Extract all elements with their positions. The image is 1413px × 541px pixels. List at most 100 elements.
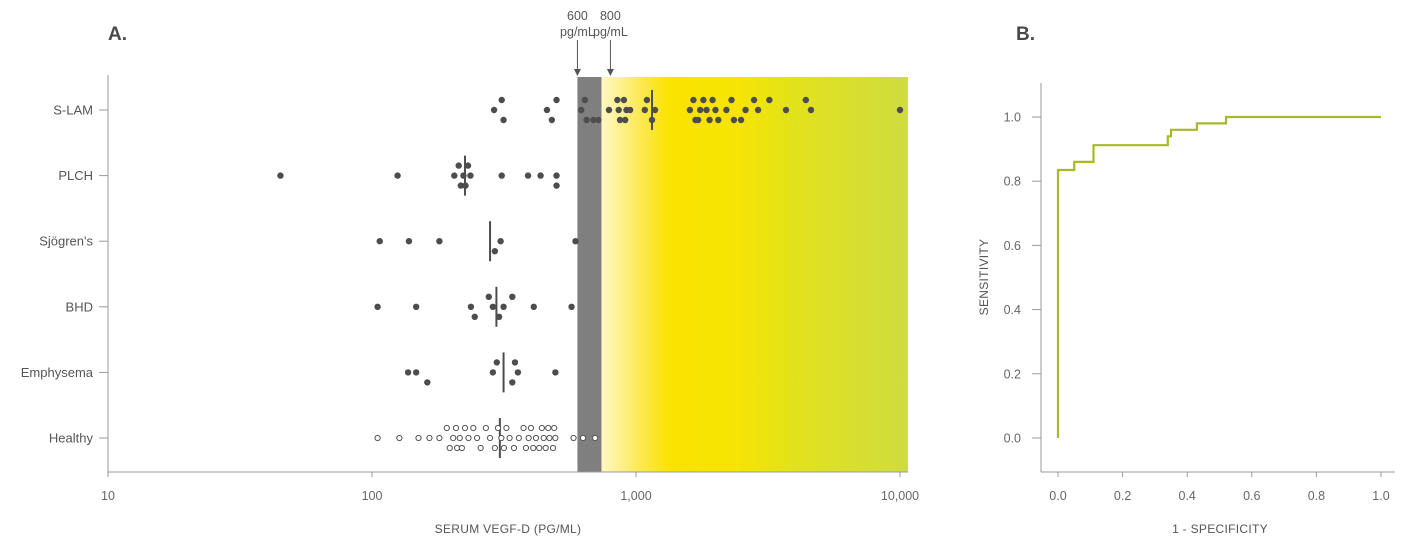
data-point-healthy <box>461 424 469 432</box>
data-point-healthy <box>540 434 547 442</box>
data-point-healthy <box>458 444 465 452</box>
data-point-s-lam <box>715 116 722 124</box>
data-point-healthy <box>510 444 518 452</box>
data-point-healthy <box>473 434 481 442</box>
data-point-emphysema <box>493 359 501 366</box>
data-point-healthy <box>415 434 422 442</box>
data-point-s-lam <box>643 96 651 104</box>
cutoff-arrowhead <box>573 69 581 76</box>
data-point-sj-gren-s <box>376 238 383 245</box>
data-point-plch <box>277 172 284 179</box>
data-point-plch <box>467 172 474 179</box>
panel-a-letter: A. <box>108 24 127 45</box>
data-point-s-lam <box>712 106 719 114</box>
data-point-plch <box>460 172 467 179</box>
data-point-healthy <box>530 444 537 452</box>
data-point-s-lam <box>694 116 702 124</box>
data-point-healthy <box>551 424 558 432</box>
data-point-plch <box>455 162 462 169</box>
data-point-plch <box>553 182 560 189</box>
data-point-healthy <box>500 444 508 452</box>
data-point-emphysema <box>489 369 497 376</box>
data-point-s-lam <box>595 116 602 124</box>
data-point-healthy <box>546 434 553 442</box>
data-point-healthy <box>450 434 457 442</box>
data-point-plch <box>498 172 505 179</box>
data-point-healthy <box>525 434 532 442</box>
data-point-s-lam <box>686 106 694 114</box>
data-point-healthy <box>486 434 494 442</box>
category-label-emphysema: Emphysema <box>21 365 94 380</box>
data-point-healthy <box>426 434 433 442</box>
data-point-healthy <box>436 434 443 442</box>
data-point-s-lam <box>754 106 762 114</box>
data-point-healthy <box>520 424 527 432</box>
data-point-s-lam <box>581 96 589 104</box>
data-point-s-lam <box>728 96 735 104</box>
data-point-healthy <box>452 424 460 432</box>
x-tick-label: 0.4 <box>1179 489 1196 503</box>
data-point-s-lam <box>490 106 498 114</box>
data-point-healthy <box>536 444 543 452</box>
panel-b-x-ticks: 0.0 0.2 0.4 0.6 0.8 1.0 <box>1049 472 1390 503</box>
panel-a-axes <box>107 75 908 473</box>
data-point-bhd <box>495 313 503 320</box>
y-tick-label: 0.4 <box>1004 303 1021 317</box>
data-point-s-lam <box>498 96 505 104</box>
data-point-healthy <box>506 434 513 442</box>
data-point-emphysema <box>514 369 522 376</box>
data-point-emphysema <box>552 369 559 376</box>
data-point-healthy <box>538 424 545 432</box>
x-tick-label: 0.8 <box>1308 489 1325 503</box>
data-point-emphysema <box>511 359 519 366</box>
x-tick-label: 1.0 <box>1372 489 1389 503</box>
panel-a-categories: S-LAM PLCH Sjögren's BHD Emphysema Healthy <box>21 103 108 446</box>
data-point-plch <box>394 172 401 179</box>
data-point-s-lam <box>651 106 659 114</box>
data-point-healthy <box>482 424 489 432</box>
data-point-bhd <box>467 303 475 310</box>
cutoff-label-unit: pg/mL <box>560 25 595 39</box>
x-tick-label: 10 <box>101 489 115 503</box>
data-point-sj-gren-s <box>572 238 579 245</box>
data-point-sj-gren-s <box>497 238 504 245</box>
data-point-bhd <box>500 303 507 310</box>
data-point-s-lam <box>621 116 629 124</box>
category-label-bhd: BHD <box>66 299 93 314</box>
y-tick-label: 0.6 <box>1004 239 1021 253</box>
data-point-bhd <box>530 303 537 310</box>
y-tick-label: 0.8 <box>1004 175 1021 189</box>
data-point-healthy <box>494 424 502 432</box>
cutoff-label-value: 600 <box>567 9 588 23</box>
data-point-s-lam <box>641 106 649 114</box>
cutoff-label-unit: pg/mL <box>593 25 628 39</box>
data-point-healthy <box>477 444 484 452</box>
data-point-s-lam <box>750 96 758 104</box>
data-point-s-lam <box>615 106 622 114</box>
data-point-s-lam <box>590 116 597 124</box>
data-point-s-lam <box>766 96 773 104</box>
x-tick-label: 0.0 <box>1049 489 1066 503</box>
data-point-s-lam <box>614 96 621 104</box>
roc-curve <box>1056 115 1381 438</box>
panel-b: B. 0.0 0.2 0.4 0.6 0.8 1.0 0.0 0.2 0.4 0.6 0.8 1.0… <box>977 24 1395 536</box>
data-point-s-lam <box>896 106 904 114</box>
panel-b-x-axis-title: 1 - SPECIFICITY <box>1172 522 1268 536</box>
data-point-s-lam <box>709 96 716 104</box>
category-label-sj-gren-s: Sjögren's <box>39 234 93 249</box>
data-point-plch <box>457 182 465 189</box>
category-label-healthy: Healthy <box>49 431 94 446</box>
data-point-s-lam <box>737 116 745 124</box>
data-point-bhd <box>485 293 493 300</box>
data-point-s-lam <box>807 106 815 114</box>
data-point-plch <box>537 172 544 179</box>
panel-b-axes <box>1040 83 1395 473</box>
panel-b-y-axis-title: SENSITIVITY <box>977 239 991 316</box>
cutoff-gray-band <box>577 77 602 472</box>
data-point-s-lam <box>605 106 613 114</box>
cutoff-arrowhead <box>606 69 614 76</box>
category-label-s-lam: S-LAM <box>53 103 93 118</box>
panel-b-y-ticks: 0.0 0.2 0.4 0.6 0.8 1.0 <box>1004 111 1041 446</box>
data-point-s-lam <box>782 106 790 114</box>
